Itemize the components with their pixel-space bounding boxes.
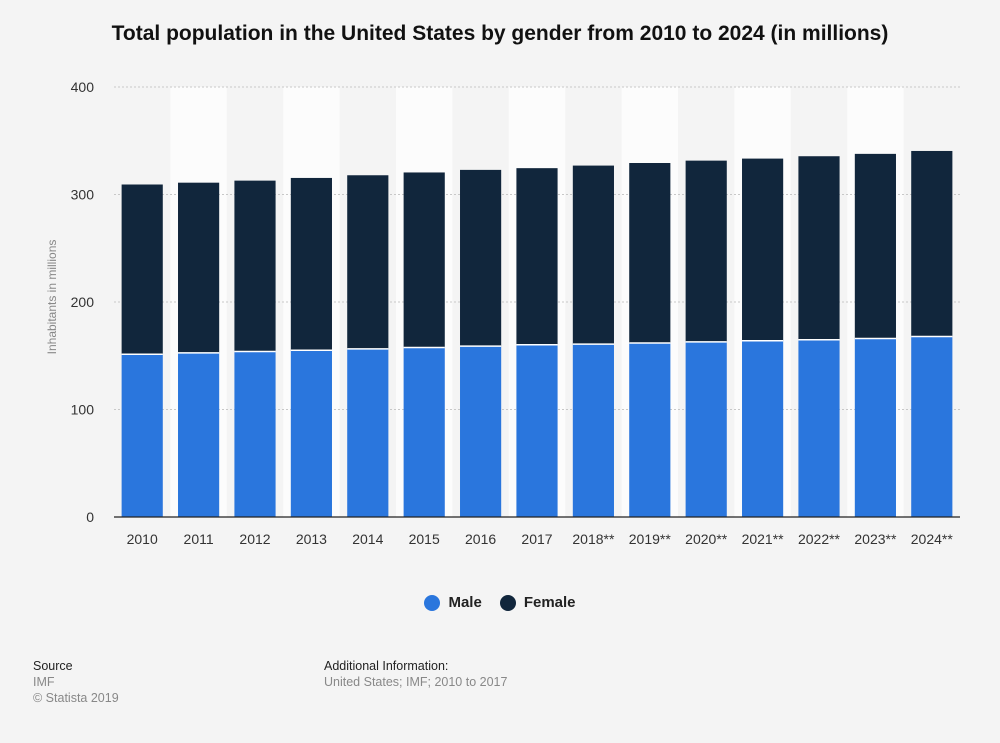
bar-female [290,177,332,351]
bar-female [911,150,953,337]
bar-female [798,156,840,340]
bar-male [629,342,671,517]
legend-label-female: Female [523,594,576,611]
additional-info-text: United States; IMF; 2010 to 2017 [324,675,508,689]
x-tick-label: 2010 [127,531,158,547]
x-tick-label: 2022** [798,531,841,547]
x-tick-label: 2017 [521,531,552,547]
bar-female [347,175,389,349]
legend-swatch-male [424,594,441,611]
bar-female [403,172,445,348]
bar-female [234,180,276,352]
bar-male [347,348,389,517]
x-tick-label: 2015 [409,531,440,547]
x-tick-label: 2016 [465,531,496,547]
x-tick-label: 2013 [296,531,327,547]
bar-male [290,350,332,517]
legend-item-female[interactable]: Female [499,594,576,611]
bar-male [460,346,502,517]
bar-female [178,182,220,353]
legend-swatch-female [499,594,516,611]
x-tick-label: 2019** [629,531,672,547]
x-tick-label: 2011 [184,531,214,547]
stacked-bar-chart: 0 100 200 300 400 2010 2011 2012 2013 2014 2015 201… [45,79,960,547]
y-tick-label: 200 [71,294,95,310]
bar-female [572,165,614,345]
legend-item-male[interactable]: Male [424,594,482,611]
bar-male [742,340,784,517]
y-tick-label: 0 [86,509,94,525]
x-tick-label: 2024** [911,531,954,547]
chart-title: Total population in the United States by… [111,22,889,45]
x-tick-label: 2012 [239,531,270,547]
bar-female [121,184,163,355]
x-tick-label: 2018** [572,531,615,547]
bars [121,150,953,517]
bar-male [798,339,840,517]
bar-male [121,354,163,517]
source-heading: Source [33,659,73,673]
y-tick-label: 100 [71,402,95,418]
source-block: Source IMF © Statista 2019 [33,658,119,706]
bar-male [403,347,445,517]
x-tick-label: 2023** [854,531,897,547]
bar-male [516,344,558,517]
legend: Male Female [0,594,1000,611]
y-axis-title: Inhabitants in millions [45,240,59,355]
x-tick-label: 2020** [685,531,728,547]
bar-female [516,168,558,345]
bar-female [742,158,784,341]
bar-male [572,344,614,517]
y-tick-label: 300 [71,187,95,203]
axis-labels: 0 100 200 300 400 2010 2011 2012 2013 2014 2015 201… [45,79,953,547]
additional-info-block: Additional Information: United States; I… [324,658,507,690]
x-tick-label: 2021** [742,531,785,547]
bar-female [460,169,502,347]
bar-female [685,160,727,342]
copyright: © Statista 2019 [33,691,119,705]
bar-male [854,338,896,517]
legend-label-male: Male [448,594,482,611]
bar-male [685,341,727,517]
bar-female [629,163,671,343]
source-text: IMF [33,675,55,689]
x-tick-label: 2014 [352,531,383,547]
bar-male [911,336,953,517]
y-tick-label: 400 [71,79,95,95]
additional-info-heading: Additional Information: [324,659,449,673]
bar-male [234,351,276,517]
bar-male [178,352,220,517]
bar-female [854,153,896,339]
